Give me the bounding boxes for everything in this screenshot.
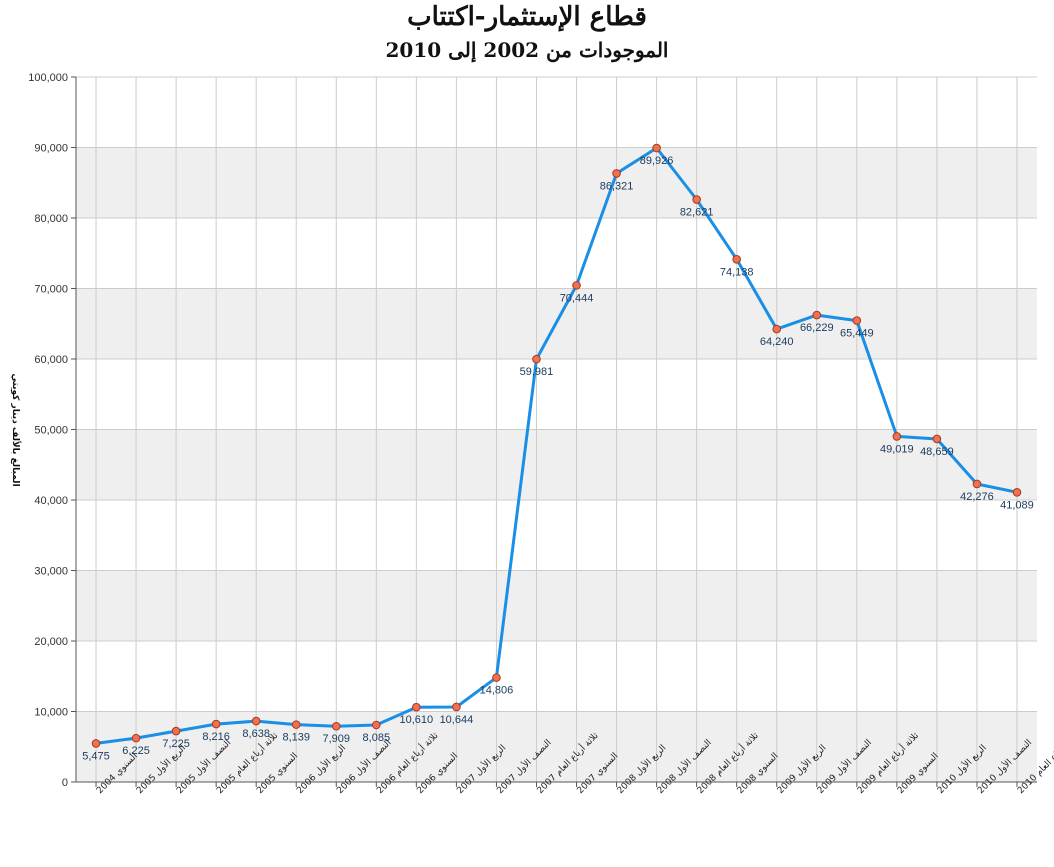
- data-point: [812, 310, 822, 320]
- y-tick-label: 80,000: [34, 213, 68, 225]
- y-tick-label: 30,000: [34, 566, 68, 578]
- chart-subtitle: الموجودات من 2002 إلى 2010: [385, 38, 669, 62]
- data-label: 65,449: [840, 328, 874, 340]
- y-tick-label: 10,000: [34, 707, 68, 719]
- data-label: 48,659: [920, 446, 954, 458]
- y-tick-label: 90,000: [34, 143, 68, 155]
- data-point: [652, 143, 661, 153]
- data-point: [492, 673, 501, 682]
- data-markers: [91, 143, 1022, 748]
- axes: [71, 76, 1037, 787]
- data-point: [892, 432, 902, 441]
- data-label: 8,085: [363, 732, 391, 744]
- data-point: [932, 434, 942, 444]
- chart-title: قطاع الإستثمار-اكتتاب: [407, 2, 647, 32]
- data-label: 86,321: [600, 180, 634, 192]
- data-point: [732, 255, 741, 264]
- data-label: 10,610: [400, 714, 434, 726]
- data-label: 66,229: [800, 322, 834, 334]
- data-point: [171, 726, 181, 736]
- data-label: 49,019: [880, 443, 914, 455]
- data-point: [612, 169, 621, 178]
- data-point: [572, 281, 581, 290]
- data-label: 64,240: [760, 336, 794, 348]
- data-label: 8,638: [242, 728, 270, 740]
- y-tick-labels: 0 10,000 20,000 30,000 40,000 50,000 60,000 70,…: [28, 72, 68, 789]
- grid-band: [76, 147, 1037, 218]
- data-label: 8,139: [282, 732, 310, 744]
- data-point: [251, 716, 261, 726]
- y-tick-label: 40,000: [34, 495, 68, 507]
- data-label: 6,225: [122, 745, 150, 757]
- data-label: 59,981: [520, 366, 554, 378]
- y-tick-label: 100,000: [28, 72, 68, 84]
- data-label: 10,644: [440, 714, 474, 726]
- grid-band: [76, 429, 1037, 500]
- data-label: 70,444: [560, 292, 594, 304]
- y-tick-label: 20,000: [34, 636, 68, 648]
- data-label: 82,621: [680, 207, 714, 219]
- y-tick-label: 50,000: [34, 425, 68, 437]
- series-line: [95, 146, 1018, 745]
- data-point: [372, 720, 381, 730]
- data-label: 41,089: [1000, 499, 1034, 511]
- series-line-group: [95, 146, 1018, 745]
- data-label: 7,909: [323, 733, 351, 745]
- data-label: 8,216: [202, 731, 230, 743]
- y-tick-label: 0: [62, 777, 68, 789]
- data-label: 42,276: [960, 491, 994, 503]
- background-bands: [76, 147, 1037, 782]
- y-axis-label: المبالغ بالألف دينار كويتي: [10, 373, 22, 486]
- data-label: 74,138: [720, 266, 754, 278]
- data-point: [211, 719, 221, 729]
- data-point: [972, 479, 982, 489]
- grid-band: [76, 570, 1037, 641]
- vertical-gridlines: [95, 77, 1018, 782]
- data-point: [331, 721, 341, 731]
- data-point: [412, 702, 421, 712]
- data-point: [532, 354, 541, 364]
- data-label: 14,806: [480, 685, 514, 697]
- data-labels: 5,475 6,225 7,225 8,216 8,638 8,139 7,909 8,085…: [82, 155, 1034, 762]
- data-point: [91, 739, 101, 748]
- data-point: [852, 316, 862, 325]
- data-label: 7,225: [162, 738, 190, 750]
- y-tick-label: 60,000: [34, 354, 68, 366]
- data-point: [291, 720, 301, 729]
- data-point: [772, 324, 782, 334]
- data-point: [1012, 488, 1022, 497]
- data-label: 89,926: [640, 155, 674, 167]
- data-label: 5,475: [82, 750, 110, 762]
- y-tick-label: 70,000: [34, 284, 68, 296]
- data-point: [692, 195, 701, 204]
- data-point: [131, 733, 141, 743]
- data-point: [452, 702, 461, 712]
